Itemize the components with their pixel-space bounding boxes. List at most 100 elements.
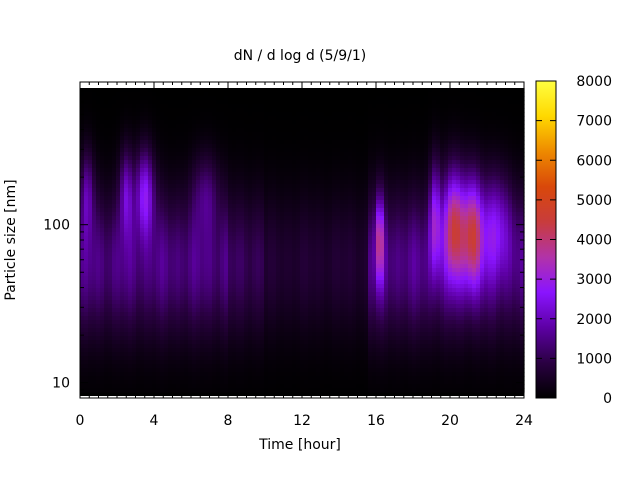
heat-cell (120, 288, 125, 293)
heat-cell (220, 136, 225, 141)
heat-cell (204, 124, 209, 129)
heat-cell (256, 272, 261, 277)
heat-cell (264, 260, 269, 265)
heat-cell (80, 232, 85, 237)
heat-cell (152, 324, 157, 329)
heat-cell (204, 356, 209, 361)
heat-cell (312, 232, 317, 237)
heat-cell (240, 176, 245, 181)
heat-cell (188, 336, 193, 341)
heat-cell (124, 188, 129, 193)
heat-cell (284, 300, 289, 305)
heat-cell (304, 380, 309, 385)
heat-cell (164, 284, 169, 289)
heat-cell (192, 316, 197, 321)
heat-cell (332, 376, 337, 381)
heat-cell (148, 236, 153, 241)
heat-cell (136, 124, 141, 129)
heat-cell (172, 116, 177, 121)
heat-cell (240, 388, 245, 393)
heat-cell (104, 108, 109, 113)
heat-cell (172, 324, 177, 329)
heat-cell (100, 88, 105, 93)
heat-cell (204, 252, 209, 257)
heat-cell (244, 136, 249, 141)
heat-cell (152, 312, 157, 317)
heat-cell (120, 240, 125, 245)
heat-cell (164, 132, 169, 137)
heat-cell (256, 164, 261, 169)
heat-cell (224, 332, 229, 337)
heat-cell (216, 192, 221, 197)
heat-cell (264, 152, 269, 157)
heat-cell (220, 272, 225, 277)
heat-cell (304, 216, 309, 221)
heat-cell (216, 140, 221, 145)
heat-cell (228, 192, 233, 197)
heat-cell (332, 312, 337, 317)
heat-cell (224, 180, 229, 185)
heat-cell (200, 192, 205, 197)
heat-cell (172, 328, 177, 333)
heat-cell (204, 224, 209, 229)
heat-cell (320, 208, 325, 213)
heat-cell (248, 308, 253, 313)
heat-cell (260, 200, 265, 205)
heat-cell (284, 224, 289, 229)
heat-cell (188, 248, 193, 253)
heat-cell (180, 344, 185, 349)
heat-cell (268, 184, 273, 189)
heat-cell (88, 312, 93, 317)
heat-cell (208, 360, 213, 365)
heat-cell (124, 264, 129, 269)
heat-cell (120, 112, 125, 117)
heat-cell (92, 272, 97, 277)
heat-cell (96, 216, 101, 221)
heat-cell (208, 172, 213, 177)
heat-cell (124, 208, 129, 213)
heat-cell (332, 276, 337, 281)
heat-cell (316, 244, 321, 249)
heat-cell (104, 172, 109, 177)
heat-cell (244, 296, 249, 301)
heat-cell (324, 156, 329, 161)
heat-cell (260, 100, 265, 105)
heat-cell (148, 300, 153, 305)
heat-cell (120, 216, 125, 221)
heat-cell (308, 248, 313, 253)
heat-cell (224, 260, 229, 265)
heat-cell (100, 368, 105, 373)
heat-cell (316, 108, 321, 113)
heat-cell (284, 360, 289, 365)
heat-cell (184, 280, 189, 285)
heat-cell (260, 136, 265, 141)
heat-cell (200, 320, 205, 325)
heat-cell (192, 360, 197, 365)
heat-cell (84, 288, 89, 293)
heat-cell (260, 292, 265, 297)
heat-cell (288, 260, 293, 265)
heat-cell (256, 280, 261, 285)
heat-cell (196, 356, 201, 361)
heat-cell (228, 216, 233, 221)
heat-cell (288, 224, 293, 229)
heat-cell (304, 188, 309, 193)
heat-cell (160, 380, 165, 385)
heat-cell (220, 284, 225, 289)
heat-cell (100, 164, 105, 169)
heat-cell (136, 360, 141, 365)
heat-cell (220, 208, 225, 213)
heat-cell (80, 104, 85, 109)
heat-cell (120, 164, 125, 169)
heat-cell (84, 236, 89, 241)
heat-cell (100, 336, 105, 341)
heat-cell (336, 296, 341, 301)
heat-cell (168, 308, 173, 313)
heat-cell (280, 284, 285, 289)
heat-cell (196, 376, 201, 381)
heat-cell (80, 256, 85, 261)
heat-cell (124, 388, 129, 393)
heat-cell (244, 344, 249, 349)
heat-cell (320, 180, 325, 185)
heat-cell (260, 220, 265, 225)
